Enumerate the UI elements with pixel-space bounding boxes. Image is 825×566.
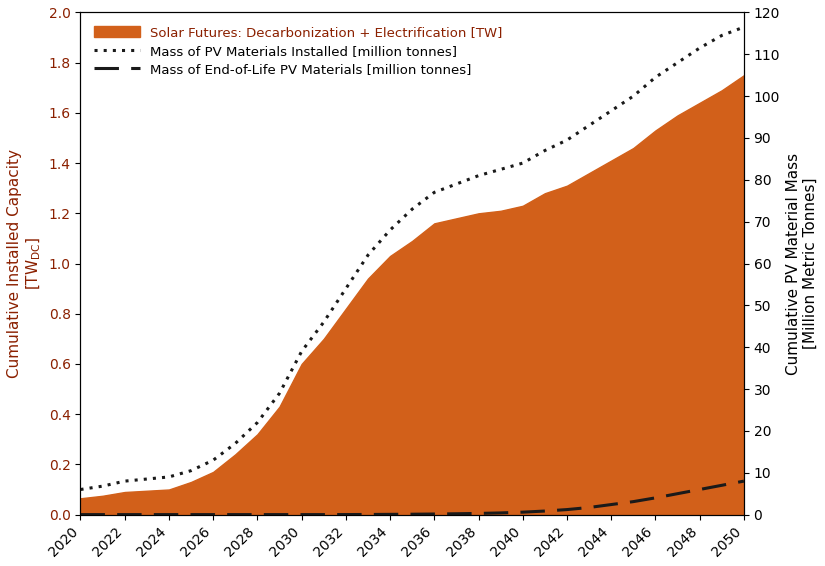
Legend: Solar Futures: Decarbonization + Electrification [TW], Mass of PV Materials Inst: Solar Futures: Decarbonization + Electri…: [87, 19, 509, 83]
Y-axis label: Cumulative Installed Capacity
[$\mathregular{TW_{DC}}$]: Cumulative Installed Capacity [$\mathreg…: [7, 149, 43, 378]
Y-axis label: Cumulative PV Material Mass
[Million Metric Tonnes]: Cumulative PV Material Mass [Million Met…: [785, 152, 818, 375]
